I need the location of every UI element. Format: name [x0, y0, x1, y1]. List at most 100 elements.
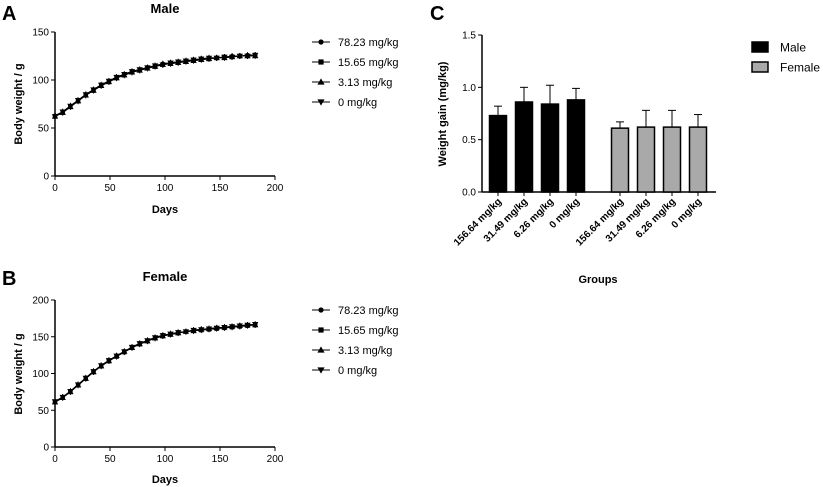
triangle-down-marker [175, 330, 182, 336]
legend-item: Male [751, 41, 806, 55]
triangle-down-marker [113, 74, 120, 81]
circle-marker [318, 39, 324, 45]
triangle-down-marker [98, 82, 105, 88]
legend-label: 15.65 mg/kg [338, 57, 399, 69]
series-78-23-mg-kg [52, 52, 258, 119]
triangle-down-marker [175, 59, 182, 65]
triangle-down-marker [144, 65, 151, 71]
weight-gain-bar-chart: Groups Weight gain (mg/kg) 0.00.51.01.51… [437, 31, 820, 287]
triangle-down-marker [136, 67, 143, 73]
x-tick-label: 150 [212, 183, 229, 194]
triangle-down-marker [151, 335, 159, 341]
triangle-down-marker [74, 382, 82, 388]
triangle-down-marker [317, 367, 325, 374]
legend-item: 0 mg/kg [312, 97, 377, 109]
y-tick-label: 0 [43, 443, 49, 454]
triangle-down-marker [144, 338, 151, 344]
triangle-down-marker [190, 57, 197, 64]
triangle-down-marker [252, 52, 259, 59]
triangle-down-marker [205, 55, 213, 62]
triangle-down-marker [90, 87, 97, 93]
triangle-down-marker [159, 333, 166, 339]
triangle-down-marker [190, 327, 197, 334]
y-tick-label: 150 [32, 28, 49, 39]
triangle-down-marker [182, 58, 190, 64]
triangle-down-marker [198, 327, 205, 333]
legend-label: 0 mg/kg [338, 97, 377, 109]
bar [566, 99, 586, 193]
female-weight-chart: Female Days Body weight / g 0 50 100 150 200… [13, 269, 399, 486]
triangle-down-marker [136, 341, 143, 347]
bar [514, 101, 534, 193]
triangle-down-marker [67, 388, 74, 395]
bar [636, 126, 656, 193]
triangle-down-marker [90, 369, 97, 375]
legend-label: Male [780, 41, 806, 55]
series-15-65-mg-kg [52, 52, 258, 120]
bar [540, 103, 560, 193]
series-0-mg-kg [51, 52, 259, 120]
x-tick-label: 200 [267, 183, 284, 194]
circle-marker [318, 307, 324, 313]
panel-label-b: B [2, 268, 16, 290]
legend-item: 3.13 mg/kg [312, 345, 392, 357]
triangle-down-marker [236, 323, 243, 329]
male-weight-chart: Male Days Body weight / g 0 50 100 150 200 0 5… [13, 1, 399, 216]
x-tick-label: 50 [104, 454, 116, 465]
series-78-23-mg-kg [52, 321, 258, 405]
x-tick-label: 0 [52, 183, 58, 194]
y-tick-label: 100 [32, 76, 49, 87]
triangle-down-marker [82, 92, 89, 98]
x-tick-label: 100 [157, 454, 174, 465]
triangle-down-marker [167, 331, 174, 338]
bar [688, 126, 708, 193]
triangle-down-marker [121, 72, 128, 78]
legend-label: 78.23 mg/kg [338, 305, 399, 317]
legend-item: Female [751, 61, 820, 75]
y-tick-label: 200 [32, 296, 49, 307]
legend-swatch [751, 41, 769, 53]
legend-label: 0 mg/kg [338, 365, 377, 377]
triangle-up-marker [317, 346, 325, 353]
y-tick-label: 0.0 [462, 188, 476, 199]
x-axis-label: Groups [578, 274, 617, 286]
triangle-down-marker [128, 69, 136, 75]
square-marker [318, 327, 324, 333]
triangle-down-marker [228, 324, 236, 330]
legend-item: 0 mg/kg [312, 365, 377, 377]
triangle-down-marker [121, 349, 128, 355]
x-tick-label: 200 [267, 454, 284, 465]
triangle-down-marker [252, 322, 259, 328]
triangle-down-marker [213, 55, 220, 62]
legend-item: 15.65 mg/kg [312, 325, 399, 337]
triangle-down-marker [159, 62, 166, 68]
legend-item: 3.13 mg/kg [312, 77, 392, 89]
triangle-up-marker [317, 78, 325, 85]
triangle-down-marker [244, 322, 251, 329]
x-tick-label: 100 [157, 183, 174, 194]
triangle-down-marker [151, 63, 159, 69]
y-axis-label: Body weight / g [13, 333, 25, 414]
y-tick-label: 150 [32, 332, 49, 343]
legend-label: Female [780, 61, 820, 75]
legend-label: 3.13 mg/kg [338, 77, 392, 89]
legend-label: 3.13 mg/kg [338, 345, 392, 357]
x-tick-label: 50 [104, 183, 116, 194]
y-tick-label: 100 [32, 369, 49, 380]
y-tick-label: 50 [38, 406, 50, 417]
triangle-down-marker [105, 358, 113, 364]
y-axis-label: Weight gain (mg/kg) [437, 61, 449, 166]
triangle-down-marker [221, 54, 228, 61]
panel-label-a: A [2, 3, 16, 25]
triangle-down-marker [221, 324, 228, 331]
square-marker [318, 59, 324, 65]
y-tick-label: 1.0 [462, 83, 476, 94]
bar [662, 126, 682, 193]
chart-title: Male [151, 1, 180, 16]
triangle-down-marker [51, 399, 59, 405]
triangle-down-marker [198, 56, 205, 63]
triangle-down-marker [182, 329, 190, 335]
triangle-down-marker [167, 60, 174, 66]
triangle-down-marker [128, 344, 136, 351]
